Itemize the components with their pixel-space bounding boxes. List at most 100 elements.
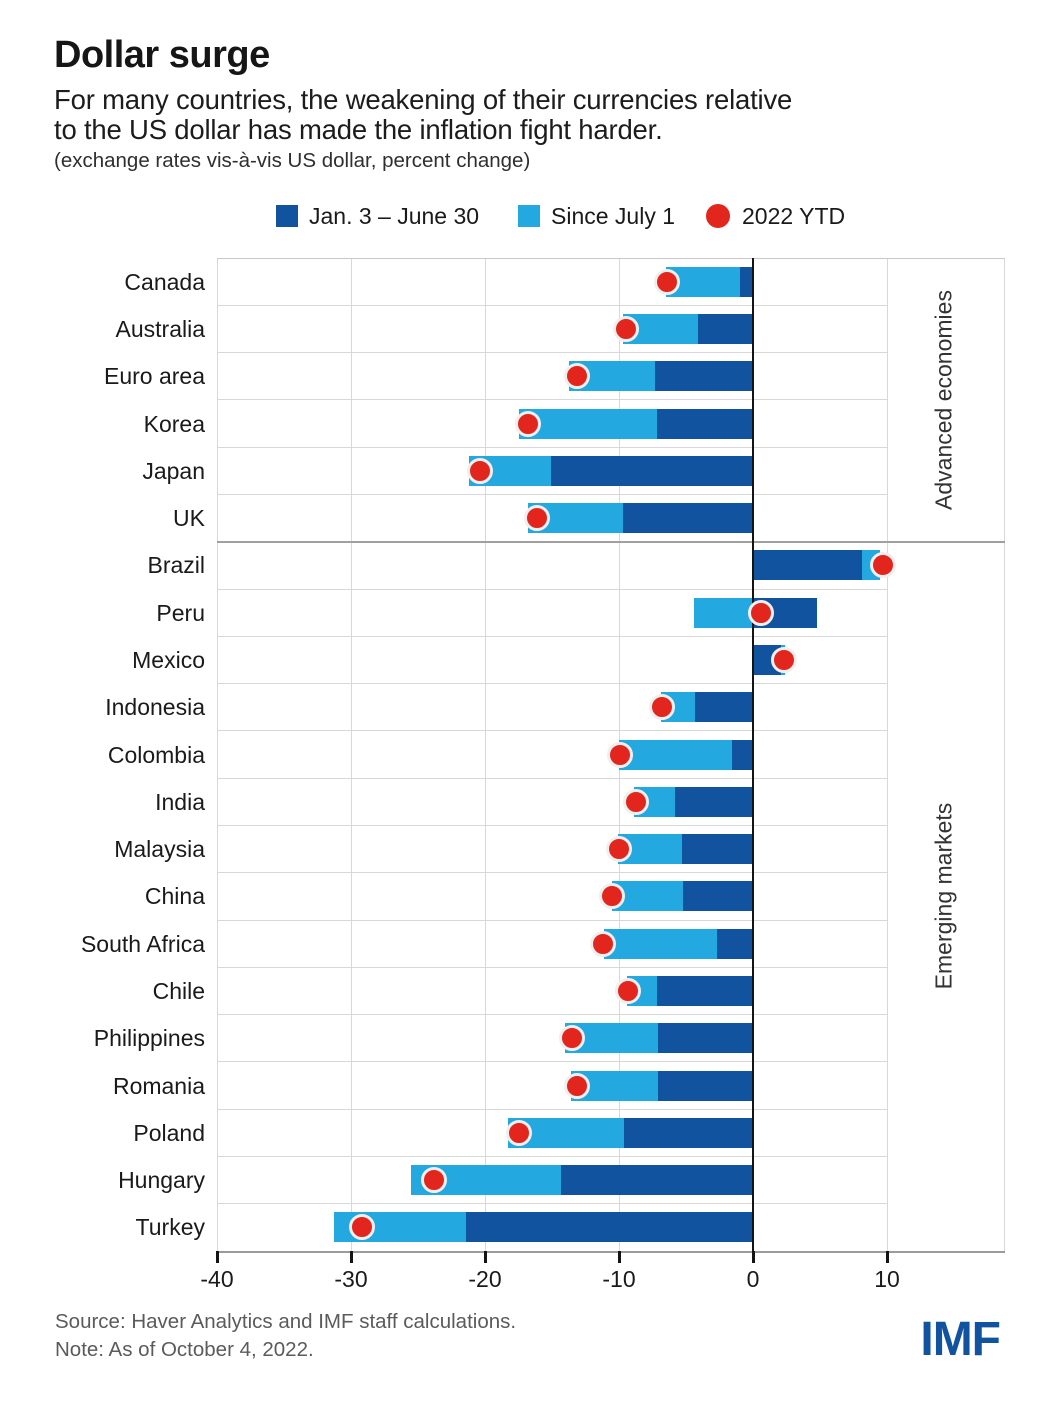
row-gridline xyxy=(217,1155,887,1157)
country-label: Colombia xyxy=(107,741,205,768)
row-gridline xyxy=(217,777,887,779)
bar-jan-june xyxy=(655,361,753,392)
bar-jan-june xyxy=(656,408,753,439)
row-gridline xyxy=(217,399,887,401)
bar-since-july xyxy=(518,408,657,439)
bar-jan-june xyxy=(657,1023,753,1054)
subtitle-line-2: to the US dollar has made the inflation … xyxy=(54,114,663,145)
legend-label-since-july: Since July 1 xyxy=(551,203,676,229)
ytd-dot xyxy=(589,930,616,957)
bar-jan-june xyxy=(695,692,753,723)
ytd-dot xyxy=(421,1167,448,1194)
country-label: India xyxy=(155,788,205,815)
legend-label-jan-june: Jan. 3 – June 30 xyxy=(309,203,480,229)
vertical-gridline xyxy=(350,258,352,1251)
legend-swatch-since-july xyxy=(518,205,540,227)
legend-swatch-jan-june xyxy=(276,205,298,227)
bar-since-july xyxy=(604,928,717,959)
row-gridline xyxy=(217,966,887,968)
country-label: Poland xyxy=(133,1119,205,1146)
plot-top-border xyxy=(217,258,1005,259)
ytd-dot xyxy=(599,883,626,910)
section-label: Advanced economies xyxy=(930,289,957,510)
ytd-dot xyxy=(607,741,634,768)
row-gridline xyxy=(217,304,887,306)
vertical-gridline xyxy=(484,258,486,1251)
ytd-dot xyxy=(648,694,675,721)
ytd-dot xyxy=(564,363,591,390)
x-axis-tick xyxy=(215,1251,219,1263)
bar-jan-june xyxy=(675,786,753,817)
row-gridline xyxy=(217,588,887,590)
bar-jan-june xyxy=(550,455,753,486)
country-label: UK xyxy=(173,505,205,532)
row-gridline xyxy=(217,1203,887,1205)
country-label: Indonesia xyxy=(105,694,205,721)
row-gridline xyxy=(217,446,887,448)
country-label: South Africa xyxy=(80,930,205,957)
country-label: China xyxy=(144,883,205,910)
country-label: Turkey xyxy=(135,1214,205,1241)
ytd-dot xyxy=(606,836,632,863)
country-label: Brazil xyxy=(147,552,205,579)
country-label: Philippines xyxy=(93,1025,205,1052)
country-label: Mexico xyxy=(132,646,205,673)
bar-jan-june xyxy=(681,834,753,865)
ytd-dot xyxy=(559,1025,586,1052)
ytd-dot xyxy=(654,268,681,295)
ytd-dot xyxy=(505,1119,532,1146)
x-axis-tick xyxy=(751,1251,755,1263)
country-label: Canada xyxy=(124,268,205,295)
source-text: Source: Haver Analytics and IMF staff ca… xyxy=(55,1310,517,1333)
row-gridline xyxy=(217,635,887,637)
country-label: Romania xyxy=(112,1072,205,1099)
section-separator xyxy=(217,540,1005,543)
x-axis-tick xyxy=(885,1251,889,1263)
ytd-dot xyxy=(748,599,775,626)
x-axis-tick-label: -40 xyxy=(200,1266,234,1292)
country-label: Chile xyxy=(152,977,205,1004)
bar-jan-june xyxy=(657,1070,753,1101)
legend-label-ytd: 2022 YTD xyxy=(742,203,846,229)
row-gridline xyxy=(217,352,887,354)
ytd-dot xyxy=(524,505,551,532)
row-gridline xyxy=(217,1108,887,1110)
imf-logo: IMF xyxy=(920,1313,1001,1366)
axis-units-caption: (exchange rates vis-à-vis US dollar, per… xyxy=(54,149,531,172)
section-label: Emerging markets xyxy=(930,803,957,990)
zero-line xyxy=(752,258,754,1263)
row-gridline xyxy=(217,1014,887,1016)
bar-jan-june xyxy=(683,881,753,912)
bar-jan-june xyxy=(561,1165,753,1196)
x-axis-tick xyxy=(483,1251,487,1263)
country-label: Japan xyxy=(142,457,205,484)
ytd-dot xyxy=(869,552,896,579)
x-axis-tick-label: 0 xyxy=(746,1266,760,1292)
ytd-dot xyxy=(514,410,541,437)
row-gridline xyxy=(217,919,887,921)
row-gridline xyxy=(217,493,887,495)
ytd-dot xyxy=(466,457,493,484)
bar-jan-june xyxy=(731,739,753,770)
x-axis-tick-label: -30 xyxy=(334,1266,368,1292)
country-label: Malaysia xyxy=(114,836,205,863)
ytd-dot xyxy=(612,315,639,342)
x-axis-tick-label: -20 xyxy=(468,1266,502,1292)
row-gridline xyxy=(217,872,887,874)
row-gridline xyxy=(217,730,887,732)
subtitle-line-1: For many countries, the weakening of the… xyxy=(54,84,793,115)
legend-dot-ytd xyxy=(706,204,730,228)
country-label: Korea xyxy=(143,410,205,437)
bar-jan-june xyxy=(716,928,753,959)
x-axis-tick xyxy=(617,1251,621,1263)
row-gridline xyxy=(217,824,887,826)
country-label: Euro area xyxy=(103,363,205,390)
bar-jan-june xyxy=(698,313,753,344)
bar-jan-june xyxy=(466,1212,753,1243)
ytd-dot xyxy=(615,977,642,1004)
country-label: Hungary xyxy=(118,1167,205,1194)
vertical-gridline xyxy=(886,258,888,1251)
bar-jan-june xyxy=(656,975,753,1006)
country-label: Australia xyxy=(115,315,205,342)
